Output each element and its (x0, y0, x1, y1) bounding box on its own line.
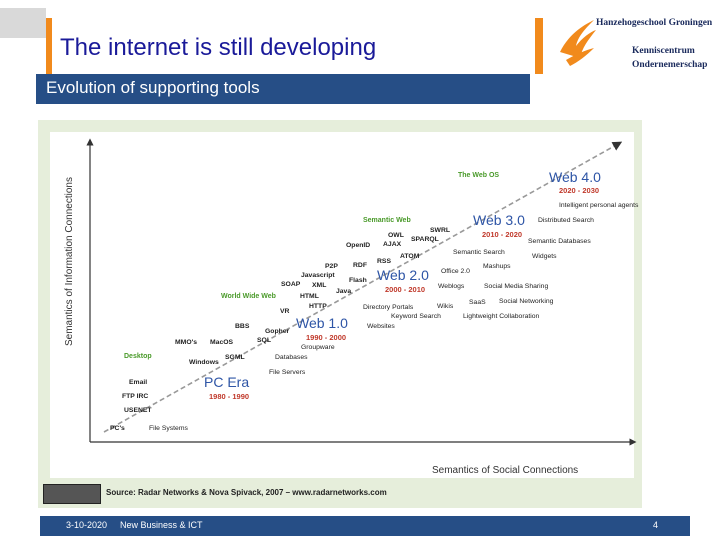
term-keyword-search: Keyword Search (391, 313, 441, 320)
era-web3-years: 2010 - 2020 (482, 230, 522, 239)
term-javascript: Javascript (301, 272, 335, 279)
footer-page-number: 4 (653, 520, 659, 530)
term-widgets: Widgets (532, 253, 557, 260)
slide-title: The internet is still developing (60, 34, 377, 61)
term-websites: Websites (367, 323, 395, 330)
term-office2: Office 2.0 (441, 268, 470, 275)
term-wikis: Wikis (437, 303, 454, 310)
term-weblogs: Weblogs (438, 283, 465, 290)
term-ajax: AJAX (383, 241, 402, 248)
era-web1-label: Web 1.0 (296, 315, 348, 331)
hanze-logo-icon (560, 20, 596, 66)
term-file-servers: File Servers (269, 369, 306, 376)
web-evolution-diagram: Semantics of Information Connections Sem… (64, 138, 639, 476)
trend-diagonal (103, 141, 623, 433)
logo-name: Hanzehogeschool Groningen (596, 18, 713, 28)
term-semantic-search: Semantic Search (453, 249, 505, 256)
phase-desktop: Desktop (124, 353, 152, 360)
term-html: HTML (300, 293, 319, 300)
footer-date: 3-10-2020 (66, 520, 108, 530)
footer-course: New Business & ICT (120, 520, 203, 530)
term-lightweight-collab: Lightweight Collaboration (463, 313, 540, 320)
source-credit: Source: Radar Networks & Nova Spivack, 2… (106, 488, 387, 497)
term-atom: ATOM (400, 253, 420, 260)
era-web2-label: Web 2.0 (377, 267, 429, 283)
term-sparql: SPARQL (411, 236, 439, 243)
term-bbs: BBS (235, 323, 250, 330)
creative-commons-icon (43, 484, 101, 504)
term-saas: SaaS (469, 299, 486, 306)
era-web4-years: 2020 - 2030 (559, 186, 599, 195)
x-axis-label: Semantics of Social Connections (432, 465, 578, 476)
term-pcs: PC's (110, 425, 125, 432)
phase-web-os: The Web OS (458, 172, 499, 179)
term-file-systems: File Systems (149, 425, 189, 432)
term-ftp-irc: FTP IRC (122, 393, 148, 400)
header-grey-accent (0, 8, 46, 38)
era-web3-label: Web 3.0 (473, 212, 525, 228)
term-rss: RSS (377, 258, 391, 265)
term-xml: XML (312, 282, 326, 289)
era-web2-years: 2000 - 2010 (385, 285, 425, 294)
y-axis-label: Semantics of Information Connections (64, 177, 75, 346)
term-rdf: RDF (353, 262, 367, 269)
term-distributed-search: Distributed Search (538, 217, 594, 224)
term-windows: Windows (189, 359, 219, 366)
term-vr: VR (280, 308, 290, 315)
term-openid: OpenID (346, 242, 370, 249)
logo-subtitle-1: Kenniscentrum (632, 46, 695, 56)
term-social-networking: Social Networking (499, 298, 554, 305)
term-directory-portals: Directory Portals (363, 304, 414, 311)
term-gopher: Gopher (265, 328, 290, 335)
term-owl: OWL (388, 232, 404, 239)
term-soap: SOAP (281, 281, 301, 288)
term-p2p: P2P (325, 263, 338, 270)
term-semantic-databases: Semantic Databases (528, 238, 591, 245)
era-pc-years: 1980 - 1990 (209, 392, 249, 401)
term-sql: SQL (257, 337, 271, 344)
term-mashups: Mashups (483, 263, 511, 270)
term-social-media-sharing: Social Media Sharing (484, 283, 548, 290)
term-intelligent-agents: Intelligent personal agents (559, 202, 639, 209)
term-usenet: USENET (124, 407, 152, 414)
era-web4-label: Web 4.0 (549, 169, 601, 185)
term-http: HTTP (309, 303, 327, 310)
era-web1-years: 1990 - 2000 (306, 333, 346, 342)
term-swrl: SWRL (430, 227, 450, 234)
era-pc-label: PC Era (204, 374, 249, 390)
title-background (50, 18, 535, 74)
term-java: Java (336, 288, 351, 295)
slide-subtitle: Evolution of supporting tools (46, 78, 260, 97)
logo-subtitle-2: Ondernemerschap (632, 60, 708, 70)
phase-www: World Wide Web (221, 293, 276, 300)
term-macos: MacOS (210, 339, 234, 346)
phase-semantic-web: Semantic Web (363, 217, 411, 224)
term-mmos: MMO's (175, 339, 197, 346)
term-email: Email (129, 379, 147, 386)
term-sgml: SGML (225, 354, 245, 361)
diagram-canvas (50, 132, 634, 478)
subtitle-bar (36, 74, 530, 104)
footer-bar (40, 516, 690, 536)
term-flash: Flash (349, 277, 367, 284)
term-groupware: Groupware (301, 344, 335, 351)
term-databases: Databases (275, 354, 308, 361)
